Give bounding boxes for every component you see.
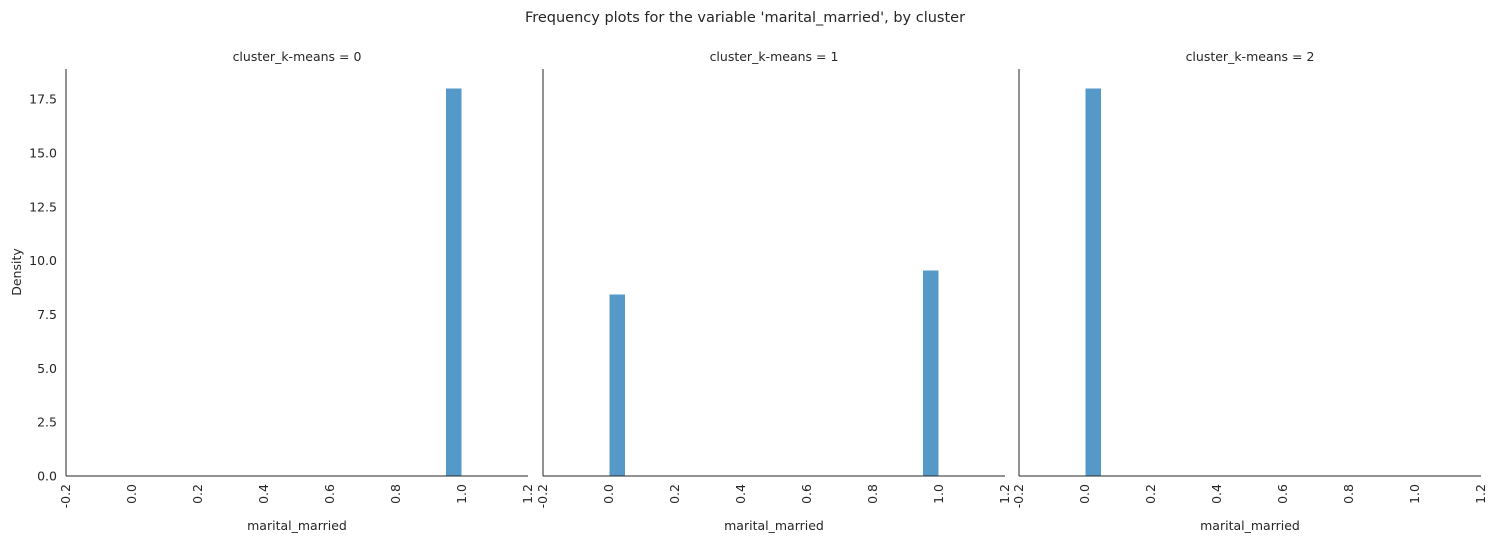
x-axis-label: marital_married bbox=[1200, 518, 1300, 533]
x-tick-label: 0.2 bbox=[1143, 484, 1158, 504]
x-tick-label: -0.2 bbox=[1011, 484, 1026, 508]
x-tick-label: 0.0 bbox=[1077, 484, 1092, 504]
x-tick-label: 0.4 bbox=[1209, 484, 1224, 504]
x-tick-label: 1.2 bbox=[520, 484, 535, 504]
panel-cluster-2: cluster_k-means = 2 -0.2 0.0 0.2 0.4 0.6 0.8 1.… bbox=[1011, 49, 1488, 533]
x-tick-label: 1.0 bbox=[1407, 484, 1422, 504]
y-tick-label: 0.0 bbox=[37, 469, 57, 484]
x-tick-label: 1.0 bbox=[931, 484, 946, 504]
y-tick-label: 7.5 bbox=[37, 307, 57, 322]
histogram-bar bbox=[445, 88, 463, 477]
panel-title: cluster_k-means = 0 bbox=[233, 49, 362, 64]
x-tick-label: 0.2 bbox=[667, 484, 682, 504]
x-tick-label: 1.0 bbox=[454, 484, 469, 504]
x-tick-label: 0.4 bbox=[256, 484, 271, 504]
x-tick-label: 0.2 bbox=[190, 484, 205, 504]
y-axis-label: Density bbox=[9, 248, 24, 296]
x-tick-label: 0.4 bbox=[733, 484, 748, 504]
histogram-bar bbox=[922, 269, 940, 477]
y-tick-label: 15.0 bbox=[29, 145, 57, 160]
histogram-bar bbox=[608, 293, 626, 477]
x-tick-label: -0.2 bbox=[535, 484, 550, 508]
panel-cluster-0: cluster_k-means = 0-0.2 0.0 0.2 0.4 0.6 0.8 1.… bbox=[29, 49, 535, 533]
x-tick-label: 0.0 bbox=[124, 484, 139, 504]
panel-title: cluster_k-means = 1 bbox=[710, 49, 839, 64]
facet-panels: cluster_k-means = 0-0.2 0.0 0.2 0.4 0.6 0.8 1.… bbox=[29, 49, 1488, 533]
x-tick-label: 0.6 bbox=[1275, 484, 1290, 504]
y-tick-label: 17.5 bbox=[29, 92, 57, 107]
panel-cluster-1: cluster_k-means = 1 -0.2 0.0 0.2 0.4 0.6 0.8 1.… bbox=[535, 49, 1012, 533]
x-axis-label: marital_married bbox=[247, 518, 347, 533]
y-tick-label: 10.0 bbox=[29, 253, 57, 268]
histogram-bar bbox=[1084, 88, 1102, 477]
y-tick-label: 2.5 bbox=[37, 415, 57, 430]
x-axis-label: marital_married bbox=[724, 518, 824, 533]
panel-title: cluster_k-means = 2 bbox=[1186, 49, 1315, 64]
y-tick-label: 5.0 bbox=[37, 361, 57, 376]
x-tick-label: 0.6 bbox=[799, 484, 814, 504]
x-tick-label: 1.2 bbox=[1473, 484, 1488, 504]
x-tick-label: 1.2 bbox=[997, 484, 1012, 504]
x-tick-label: 0.6 bbox=[322, 484, 337, 504]
y-tick-label: 12.5 bbox=[29, 199, 57, 214]
figure-title: Frequency plots for the variable 'marita… bbox=[525, 10, 965, 26]
x-tick-label: 0.0 bbox=[601, 484, 616, 504]
x-tick-label: 0.8 bbox=[865, 484, 880, 504]
x-tick-label: 0.8 bbox=[388, 484, 403, 504]
x-tick-label: -0.2 bbox=[58, 484, 73, 508]
x-tick-label: 0.8 bbox=[1341, 484, 1356, 504]
